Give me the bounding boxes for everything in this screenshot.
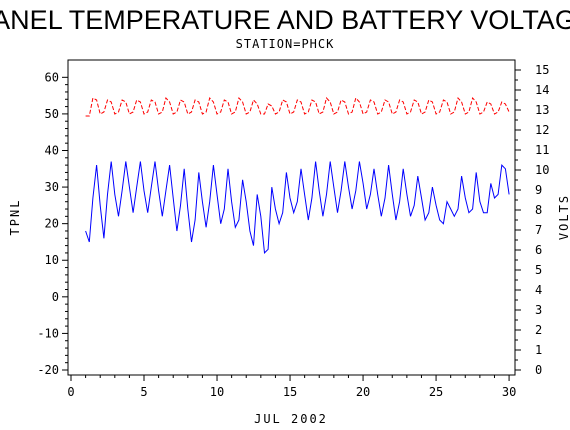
x-tick-label: 25 [429,385,443,399]
plot-frame [67,59,516,376]
y-left-tick-label: 40 [45,143,59,157]
y-right-tick-label: 3 [535,303,542,317]
y-right-tick-label: 11 [535,143,549,157]
y-right-tick-label: 15 [535,63,549,77]
x-tick-label: 15 [283,385,297,399]
y-right-tick-label: 2 [535,323,542,337]
x-tick-label: 30 [502,385,516,399]
y-left-tick-label: 30 [45,180,59,194]
y-right-tick-label: 9 [535,183,542,197]
panel-temperature-line [85,161,510,254]
x-axis-label: JUL 2002 [254,412,328,426]
series-layer [85,96,510,254]
y-left-tick-label: -10 [37,326,59,340]
y-right-tick-label: 8 [535,203,542,217]
y-left-axis: -20 -10 0 10 20 30 40 50 60 [37,70,68,377]
battery-voltage-line [85,96,510,117]
x-tick-label: 5 [140,385,147,399]
y-right-axis-label: VOLTS [557,194,570,240]
y-right-tick-label: 0 [535,363,542,377]
y-left-tick-label: 10 [45,253,59,267]
y-left-axis-label: TPNL [8,199,22,236]
chart-title: PANEL TEMPERATURE AND BATTERY VOLTAGE [0,5,570,35]
x-tick-label: 10 [210,385,224,399]
y-right-tick-label: 7 [535,223,542,237]
y-left-tick-label: 60 [45,70,59,84]
y-left-tick-label: 50 [45,107,59,121]
y-left-tick-label: 20 [45,217,59,231]
y-left-tick-label: -20 [37,363,59,377]
y-right-tick-label: 1 [535,343,542,357]
y-right-tick-label: 6 [535,243,542,257]
y-right-tick-label: 12 [535,123,549,137]
y-left-tick-label: 0 [52,290,59,304]
y-right-tick-label: 4 [535,283,542,297]
y-right-tick-label: 14 [535,83,549,97]
x-tick-label: 20 [356,385,370,399]
y-right-tick-label: 5 [535,263,542,277]
x-axis: 0 5 10 15 20 25 30 [67,375,516,399]
y-right-tick-label: 13 [535,103,549,117]
y-right-tick-label: 10 [535,163,549,177]
chart-subtitle: STATION=PHCK [236,37,335,51]
x-tick-label: 0 [67,385,74,399]
